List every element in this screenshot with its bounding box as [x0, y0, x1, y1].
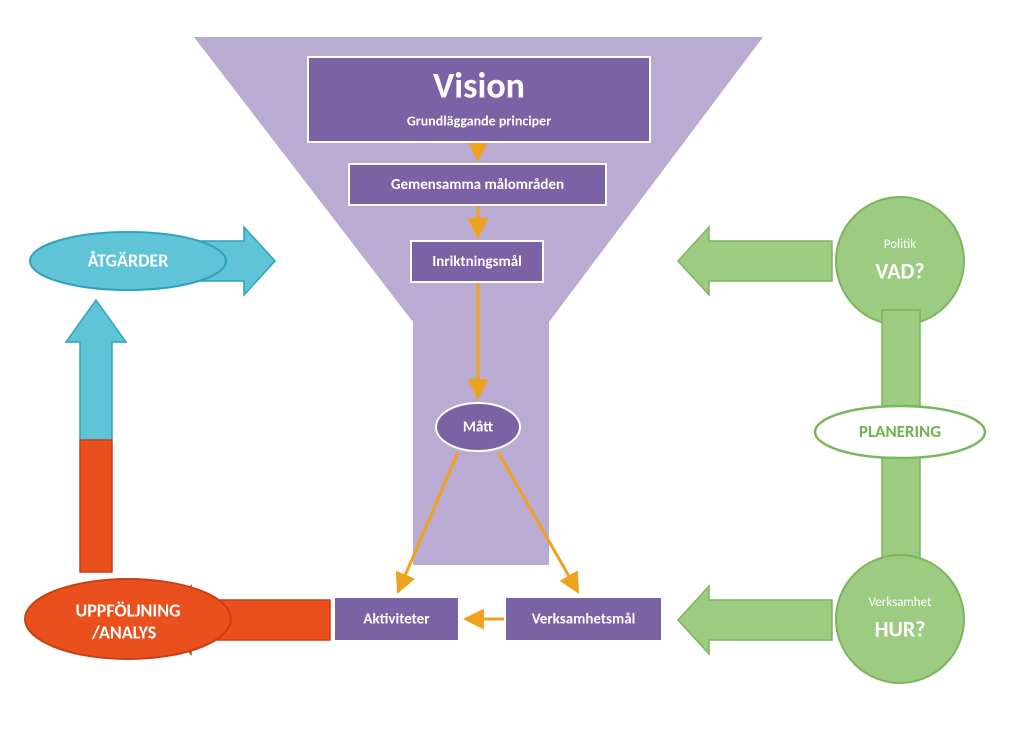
hur-arrow — [678, 586, 832, 654]
atgarder-label: ÅTGÄRDER — [88, 249, 169, 271]
up-arrow-teal — [66, 300, 126, 440]
inriktning-box-label: Inriktningsmål — [432, 253, 522, 271]
planering-label: PLANERING — [859, 421, 941, 442]
diagram-svg: Vision Grundläggande principer Gemensamma … — [0, 0, 1024, 747]
vad-arrow — [678, 227, 832, 295]
up-arrow-red — [80, 440, 112, 572]
matt-label: Mått — [463, 419, 493, 437]
hur-small: Verksamhet — [869, 595, 932, 610]
vad-big: VAD? — [875, 257, 924, 284]
vision-subtitle: Grundläggande principer — [407, 112, 551, 129]
hur-big: HUR? — [875, 615, 926, 642]
uppfoljning-line2: /ANALYS — [91, 621, 156, 643]
aktiviteter-box-label: Aktiviteter — [363, 611, 430, 629]
verksamhetsmal-box-label: Verksamhetsmål — [532, 611, 636, 629]
uppfoljning-line1: UPPFÖLJNING — [75, 599, 180, 621]
vad-small: Politik — [884, 237, 917, 252]
gemensamma-box-label: Gemensamma målområden — [391, 176, 564, 194]
vision-title: Vision — [433, 64, 525, 108]
